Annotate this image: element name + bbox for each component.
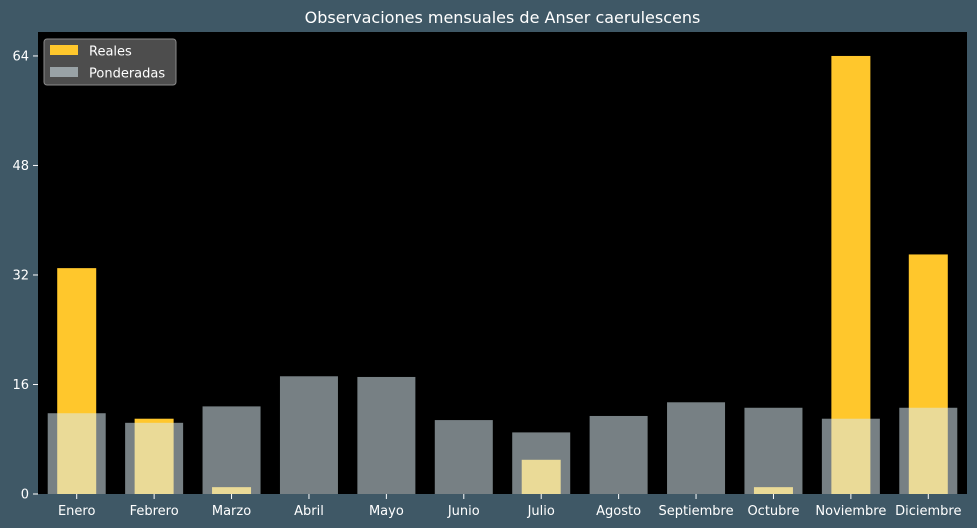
legend-swatch-ponderadas [50,67,78,77]
x-tick-label: Septiembre [658,504,733,519]
bar-ponderadas-noviembre [821,418,880,494]
bar-ponderadas-mayo [357,376,416,494]
chart-title: Observaciones mensuales de Anser caerule… [305,8,701,27]
x-tick-label: Agosto [596,504,641,519]
weighted-series [47,376,958,494]
x-axis: Enero Febrero Marzo Abril Mayo Junio Julio Agos… [58,494,961,519]
x-tick-label: Diciembre [895,504,961,519]
y-axis: 0 16 32 48 64 [12,49,38,503]
x-tick-label: Abril [294,504,324,519]
legend-swatch-reales [50,45,78,55]
x-tick-label: Noviembre [815,504,886,519]
bar-ponderadas-septiembre [667,402,726,494]
bar-ponderadas-octubre [744,407,803,494]
bar-ponderadas-julio [512,432,571,494]
bar-ponderadas-enero [47,413,106,494]
x-tick-label: Julio [527,504,555,519]
y-tick-label: 16 [12,378,29,393]
x-tick-label: Junio [447,504,480,519]
y-tick-label: 64 [12,49,29,64]
x-tick-label: Febrero [130,504,179,519]
bar-ponderadas-abril [279,376,338,494]
plot-area [38,32,967,494]
bar-ponderadas-marzo [202,406,261,494]
bar-ponderadas-febrero [125,422,184,494]
legend-label-ponderadas: Ponderadas [89,67,165,82]
x-tick-label: Octubre [747,504,799,519]
bar-ponderadas-junio [434,420,493,494]
x-tick-label: Enero [58,504,96,519]
legend-label-reales: Reales [89,45,132,60]
y-tick-label: 0 [21,488,29,503]
y-tick-label: 48 [12,159,29,174]
x-tick-label: Marzo [212,504,251,519]
y-tick-label: 32 [12,268,29,283]
bar-ponderadas-diciembre [899,407,958,494]
x-tick-label: Mayo [369,504,404,519]
legend: Reales Ponderadas [43,38,177,86]
bar-ponderadas-agosto [589,415,648,494]
